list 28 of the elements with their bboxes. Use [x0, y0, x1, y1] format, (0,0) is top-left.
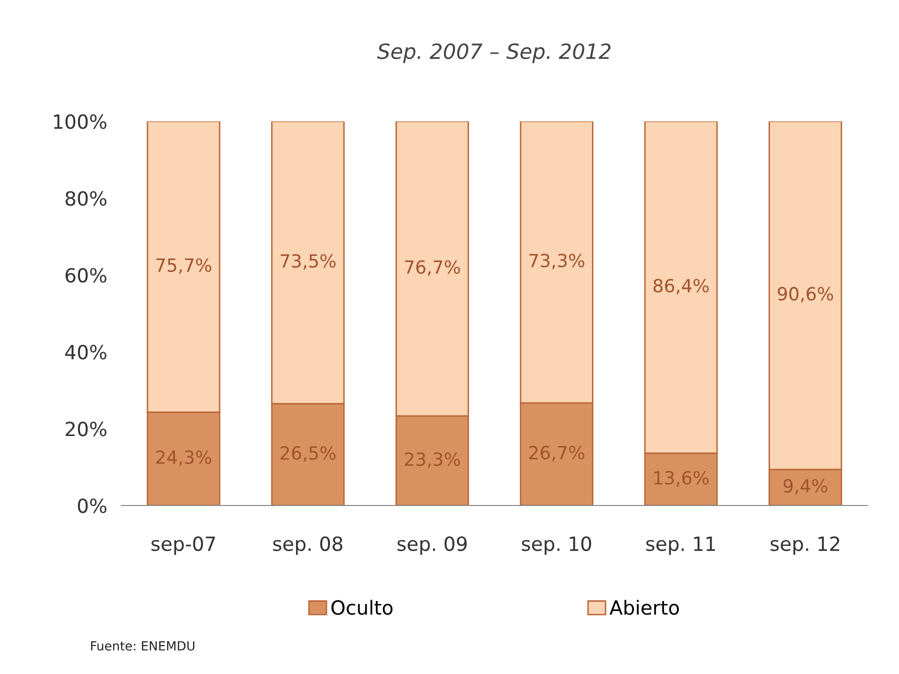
x-tick-label: sep. 09 — [398, 536, 467, 555]
source-note: Fuente: ENEMDU — [91, 641, 194, 651]
x-tick-label: sep. 10 — [522, 536, 592, 555]
y-tick-label: 60% — [66, 268, 106, 283]
data-label: 73,3% — [529, 254, 584, 270]
y-tick-label: 80% — [66, 191, 106, 206]
y-tick-label: 40% — [65, 344, 106, 360]
x-tick-label: sep-07 — [152, 536, 215, 555]
data-label: 90,6% — [778, 286, 834, 302]
legend-label: Oculto — [331, 600, 393, 615]
data-label: 13,6% — [654, 470, 709, 486]
data-label: 86,4% — [654, 278, 709, 294]
y-tick-label: 20% — [66, 422, 106, 436]
data-label: 26,5% — [280, 446, 336, 462]
x-tick-label: sep. 08 — [273, 536, 342, 555]
data-label: 26,7% — [529, 446, 584, 462]
data-label: 76,7% — [405, 260, 460, 276]
data-label: 24,3% — [156, 450, 212, 466]
legend-label: Abierto — [610, 600, 679, 615]
x-tick-label: sep. 12 — [770, 536, 840, 555]
x-tick-label: sep. 11 — [646, 536, 715, 555]
data-label: 9,4% — [784, 479, 828, 495]
data-label: 23,3% — [404, 452, 460, 468]
data-label: 73,5% — [280, 254, 336, 270]
y-tick-label: 0% — [78, 498, 106, 514]
chart-title: Sep. 2007 – Sep. 2012 — [377, 43, 611, 64]
data-label: 75,7% — [156, 258, 212, 274]
y-tick-label: 100% — [54, 114, 106, 129]
